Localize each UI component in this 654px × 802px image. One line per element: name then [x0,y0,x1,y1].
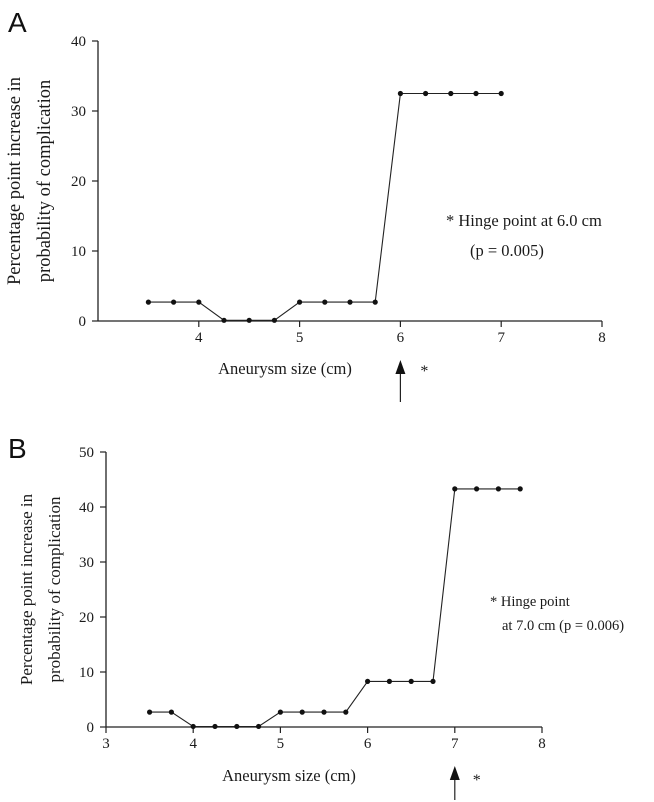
x-axis-label: Aneurysm size (cm) [218,359,352,378]
y-tick-label: 30 [71,104,86,120]
y-tick-label: 50 [79,445,94,461]
data-point [171,299,177,305]
y-tick-label: 10 [71,244,86,260]
series-line [149,488,521,728]
y-tick-label: 40 [71,34,86,50]
x-tick-label: 3 [102,736,110,752]
y-tick-label: 0 [87,720,95,736]
data-point [256,723,262,730]
data-point [408,678,414,684]
data-point [212,723,218,730]
y-axis-label: Percentage point increase in [5,77,25,285]
x-tick-label: 7 [451,736,459,752]
data-point [517,486,523,492]
x-tick-label: 8 [598,330,606,346]
x-tick-label: 5 [296,330,304,346]
x-tick-label: 5 [277,736,285,752]
series-line [148,92,502,321]
data-point [271,317,277,323]
hinge-marker-star: * [420,363,428,380]
data-point [321,709,327,715]
x-tick-label: 6 [397,330,405,346]
data-point [386,678,392,684]
chart-panel-b: B 0 10 20 30 40 50 3 4 5 6 7 8 Aneurysm size (cm) Per… [8,433,624,800]
data-point [299,709,305,715]
data-point [372,299,378,305]
data-point [430,678,436,684]
data-point [365,678,371,684]
hinge-arrow-head [449,766,460,780]
data-point [196,299,202,305]
data-point [343,709,349,715]
x-axis-label: Aneurysm size (cm) [222,766,356,785]
y-axis-label: Percentage point increase in [17,493,36,685]
panel-letter: B [8,433,27,464]
hinge-annotation: * Hinge point [490,594,570,610]
y-tick-label: 30 [79,555,94,571]
y-tick-label: 40 [79,500,94,516]
hinge-annotation: * Hinge point at 6.0 cm [446,211,602,230]
x-tick-label: 4 [195,330,203,346]
data-point [473,90,479,97]
panel-letter: A [8,7,27,38]
y-tick-label: 0 [79,314,87,330]
data-point [246,317,252,323]
y-axis-label: probability of complication [35,80,55,282]
data-point [147,709,153,715]
hinge-marker-star: * [473,772,481,789]
data-point [234,723,240,730]
data-point [448,90,454,97]
data-point [474,486,480,492]
data-point [495,486,501,492]
x-tick-label: 8 [538,736,546,752]
x-tick-label: 4 [189,736,197,752]
y-tick-label: 20 [71,174,86,190]
hinge-annotation: (p = 0.005) [470,241,544,260]
data-point [452,486,458,492]
hinge-arrow-head [395,360,406,374]
chart-panel-a: A 0 10 20 30 40 4 5 6 7 8 Aneurysm size (cm) Percen… [5,7,606,402]
data-point [277,709,283,715]
data-point [347,299,353,305]
y-axis-label: probability of complication [45,496,64,683]
data-point [145,299,151,305]
y-tick-label: 10 [79,665,94,681]
hinge-annotation: at 7.0 cm (p = 0.006) [502,618,624,634]
data-point [397,90,403,97]
data-point [498,90,504,97]
x-tick-label: 6 [364,736,372,752]
y-tick-label: 20 [79,610,94,626]
data-point [297,299,303,305]
data-point [423,90,429,97]
data-point [190,723,196,730]
data-point [322,299,328,305]
data-point [168,709,174,715]
x-tick-label: 7 [497,330,505,346]
data-point [221,317,227,323]
